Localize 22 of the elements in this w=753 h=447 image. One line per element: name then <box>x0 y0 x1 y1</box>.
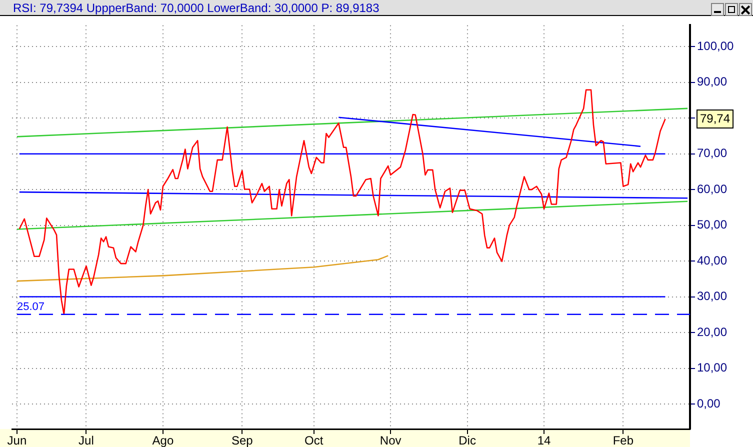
y-tick-label: 100,00 <box>697 38 734 53</box>
x-tick-label: Jun <box>7 434 27 447</box>
x-tick-label: Nov <box>380 434 402 447</box>
x-tick-label: Jul <box>78 434 94 447</box>
x-tick-label: Feb <box>612 434 634 447</box>
y-tick-label: 90,00 <box>697 74 728 89</box>
x-tick-label: 14 <box>537 434 551 447</box>
chart-title: RSI: 79,7394 UppperBand: 70,0000 LowerBand: 30,0000 P: 89,9183 <box>13 1 380 15</box>
annotation: 79,74 <box>700 111 730 126</box>
x-tick-label: Ago <box>152 434 174 447</box>
y-tick-label: 20,00 <box>697 324 728 339</box>
y-tick-label: 40,00 <box>697 253 728 268</box>
y-tick-label: 0,00 <box>697 396 721 410</box>
y-tick-label: 60,00 <box>697 182 728 196</box>
y-tick-label: 50,00 <box>697 218 728 232</box>
x-tick-label: Oct <box>304 434 324 447</box>
y-tick-label: 10,00 <box>697 360 728 375</box>
x-tick-label: Dic <box>458 434 476 447</box>
x-tick-label: Sep <box>231 434 254 447</box>
y-tick-label: 30,00 <box>697 289 728 304</box>
y-tick-label: 70,00 <box>697 146 728 160</box>
ref-line-label: 25.07 <box>17 300 45 313</box>
